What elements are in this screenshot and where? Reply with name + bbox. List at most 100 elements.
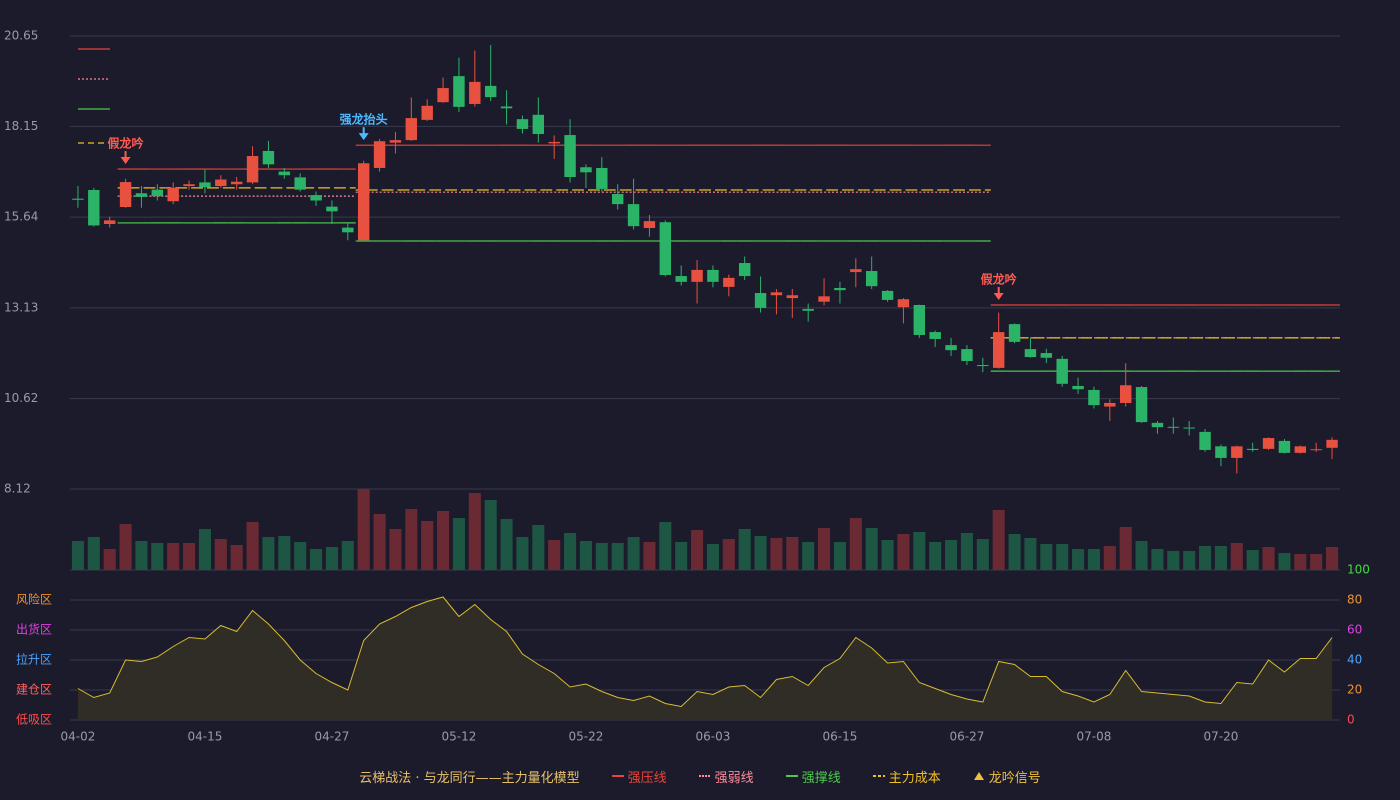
signal-arrow (358, 133, 369, 141)
legend-title: 云梯战法 · 与龙同行——主力量化模型 (359, 770, 580, 786)
candle-body (659, 222, 672, 275)
legend-swatch (872, 775, 885, 777)
volume-bar (167, 543, 180, 570)
x-tick-label: 05-12 (442, 730, 477, 744)
legend-triangle (973, 772, 984, 780)
volume-bar (1294, 554, 1307, 570)
volume-bar (468, 493, 481, 570)
y-tick-label: 80 (1347, 593, 1362, 607)
candle-body (945, 345, 957, 351)
candle-body (1215, 446, 1227, 458)
zone-label: 建仓区 (16, 683, 52, 697)
volume-bar (1056, 544, 1069, 570)
volume-bar (564, 533, 577, 570)
volume-bar (437, 511, 450, 570)
volume-bar (357, 489, 370, 570)
candle-body (183, 184, 195, 187)
volume-bar (706, 544, 719, 570)
legend-label: 强弱线 (714, 770, 754, 786)
volume-bar (897, 534, 910, 570)
volume-bar (643, 542, 656, 570)
candle-body (151, 189, 164, 197)
candle-body (373, 141, 386, 168)
candle-body (1167, 426, 1180, 428)
legend-item: 强撑线 (785, 767, 841, 786)
x-tick-label: 04-15 (188, 730, 223, 744)
candle-body (1183, 427, 1195, 429)
candle-body (1310, 449, 1322, 451)
legend-item: 强压线 (611, 767, 667, 786)
candle-body (707, 269, 719, 282)
candle-body (1056, 358, 1068, 384)
legend-swatch (698, 775, 711, 777)
volume-bar (246, 522, 259, 570)
y-tick-label: 10.62 (4, 391, 38, 405)
candle-body (627, 204, 640, 227)
volume-bar (183, 543, 196, 570)
volume-bar (833, 542, 846, 570)
volume-bar (1040, 544, 1053, 570)
signal-arrow (993, 292, 1004, 300)
volume-bar (532, 525, 545, 570)
volume-bar (1310, 554, 1323, 570)
x-tick-label: 06-15 (823, 730, 858, 744)
volume-bar (1230, 543, 1243, 570)
candle-body (818, 296, 830, 302)
candle-body (1326, 439, 1338, 448)
volume-bar (1087, 549, 1100, 570)
signal-label: 假龙吟 (108, 136, 144, 151)
candle-body (1024, 349, 1037, 358)
legend-label: 主力成本 (888, 770, 941, 786)
volume-bar (135, 541, 148, 570)
volume-bar (1214, 546, 1227, 570)
candle-body (754, 293, 767, 308)
volume-bar (913, 532, 926, 570)
signal-label: 强龙抬头 (340, 112, 388, 127)
candle-body (881, 290, 894, 300)
candle-body (770, 292, 783, 296)
volume-bar (1008, 534, 1021, 570)
x-tick-label: 06-03 (696, 730, 731, 744)
candle-body (675, 276, 687, 282)
legend-label: 龙吟信号 (988, 770, 1041, 786)
volume-bar (325, 547, 338, 570)
signal-label: 假龙吟 (981, 271, 1017, 286)
x-tick-label: 06-27 (950, 730, 985, 744)
volume-bar (389, 529, 402, 570)
volume-bar (627, 537, 640, 570)
volume-bar (516, 537, 529, 570)
volume-bar (1151, 549, 1164, 570)
candle-body (1072, 385, 1084, 390)
candle-body (580, 167, 592, 173)
volume-bar (103, 549, 116, 570)
y-tick-label: 60 (1347, 623, 1362, 637)
volume-bar (595, 543, 608, 570)
volume-bar (373, 514, 386, 570)
volume-bar (1072, 549, 1085, 570)
volume-bar (738, 529, 751, 570)
candle-body (786, 295, 799, 299)
volume-bar (1167, 551, 1180, 570)
candle-body (1246, 448, 1259, 450)
candle-body (961, 349, 973, 362)
volume-bar (87, 537, 100, 570)
volume-bar (960, 533, 973, 570)
volume-bar (579, 541, 592, 570)
candle-body (389, 140, 402, 143)
candle-body (1262, 438, 1275, 449)
volume-bar (1326, 547, 1339, 570)
candle-body (977, 364, 989, 367)
y-tick-label: 8.12 (4, 482, 31, 496)
volume-bar (754, 536, 767, 570)
y-tick-label: 20 (1347, 683, 1362, 697)
volume-bar (1183, 551, 1196, 570)
volume-bar (1199, 546, 1212, 570)
x-tick-label: 07-20 (1204, 730, 1239, 744)
candle-body (1278, 440, 1291, 453)
candle-body (453, 76, 465, 107)
candle-body (135, 193, 148, 197)
candle-body (119, 182, 132, 208)
oscillator-line (77, 596, 1333, 708)
volume-bar (262, 537, 275, 570)
candle-body (215, 179, 227, 187)
